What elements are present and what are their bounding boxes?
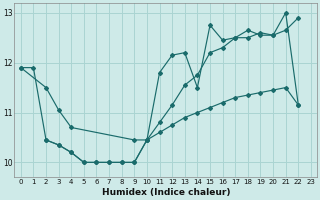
X-axis label: Humidex (Indice chaleur): Humidex (Indice chaleur)	[102, 188, 230, 197]
